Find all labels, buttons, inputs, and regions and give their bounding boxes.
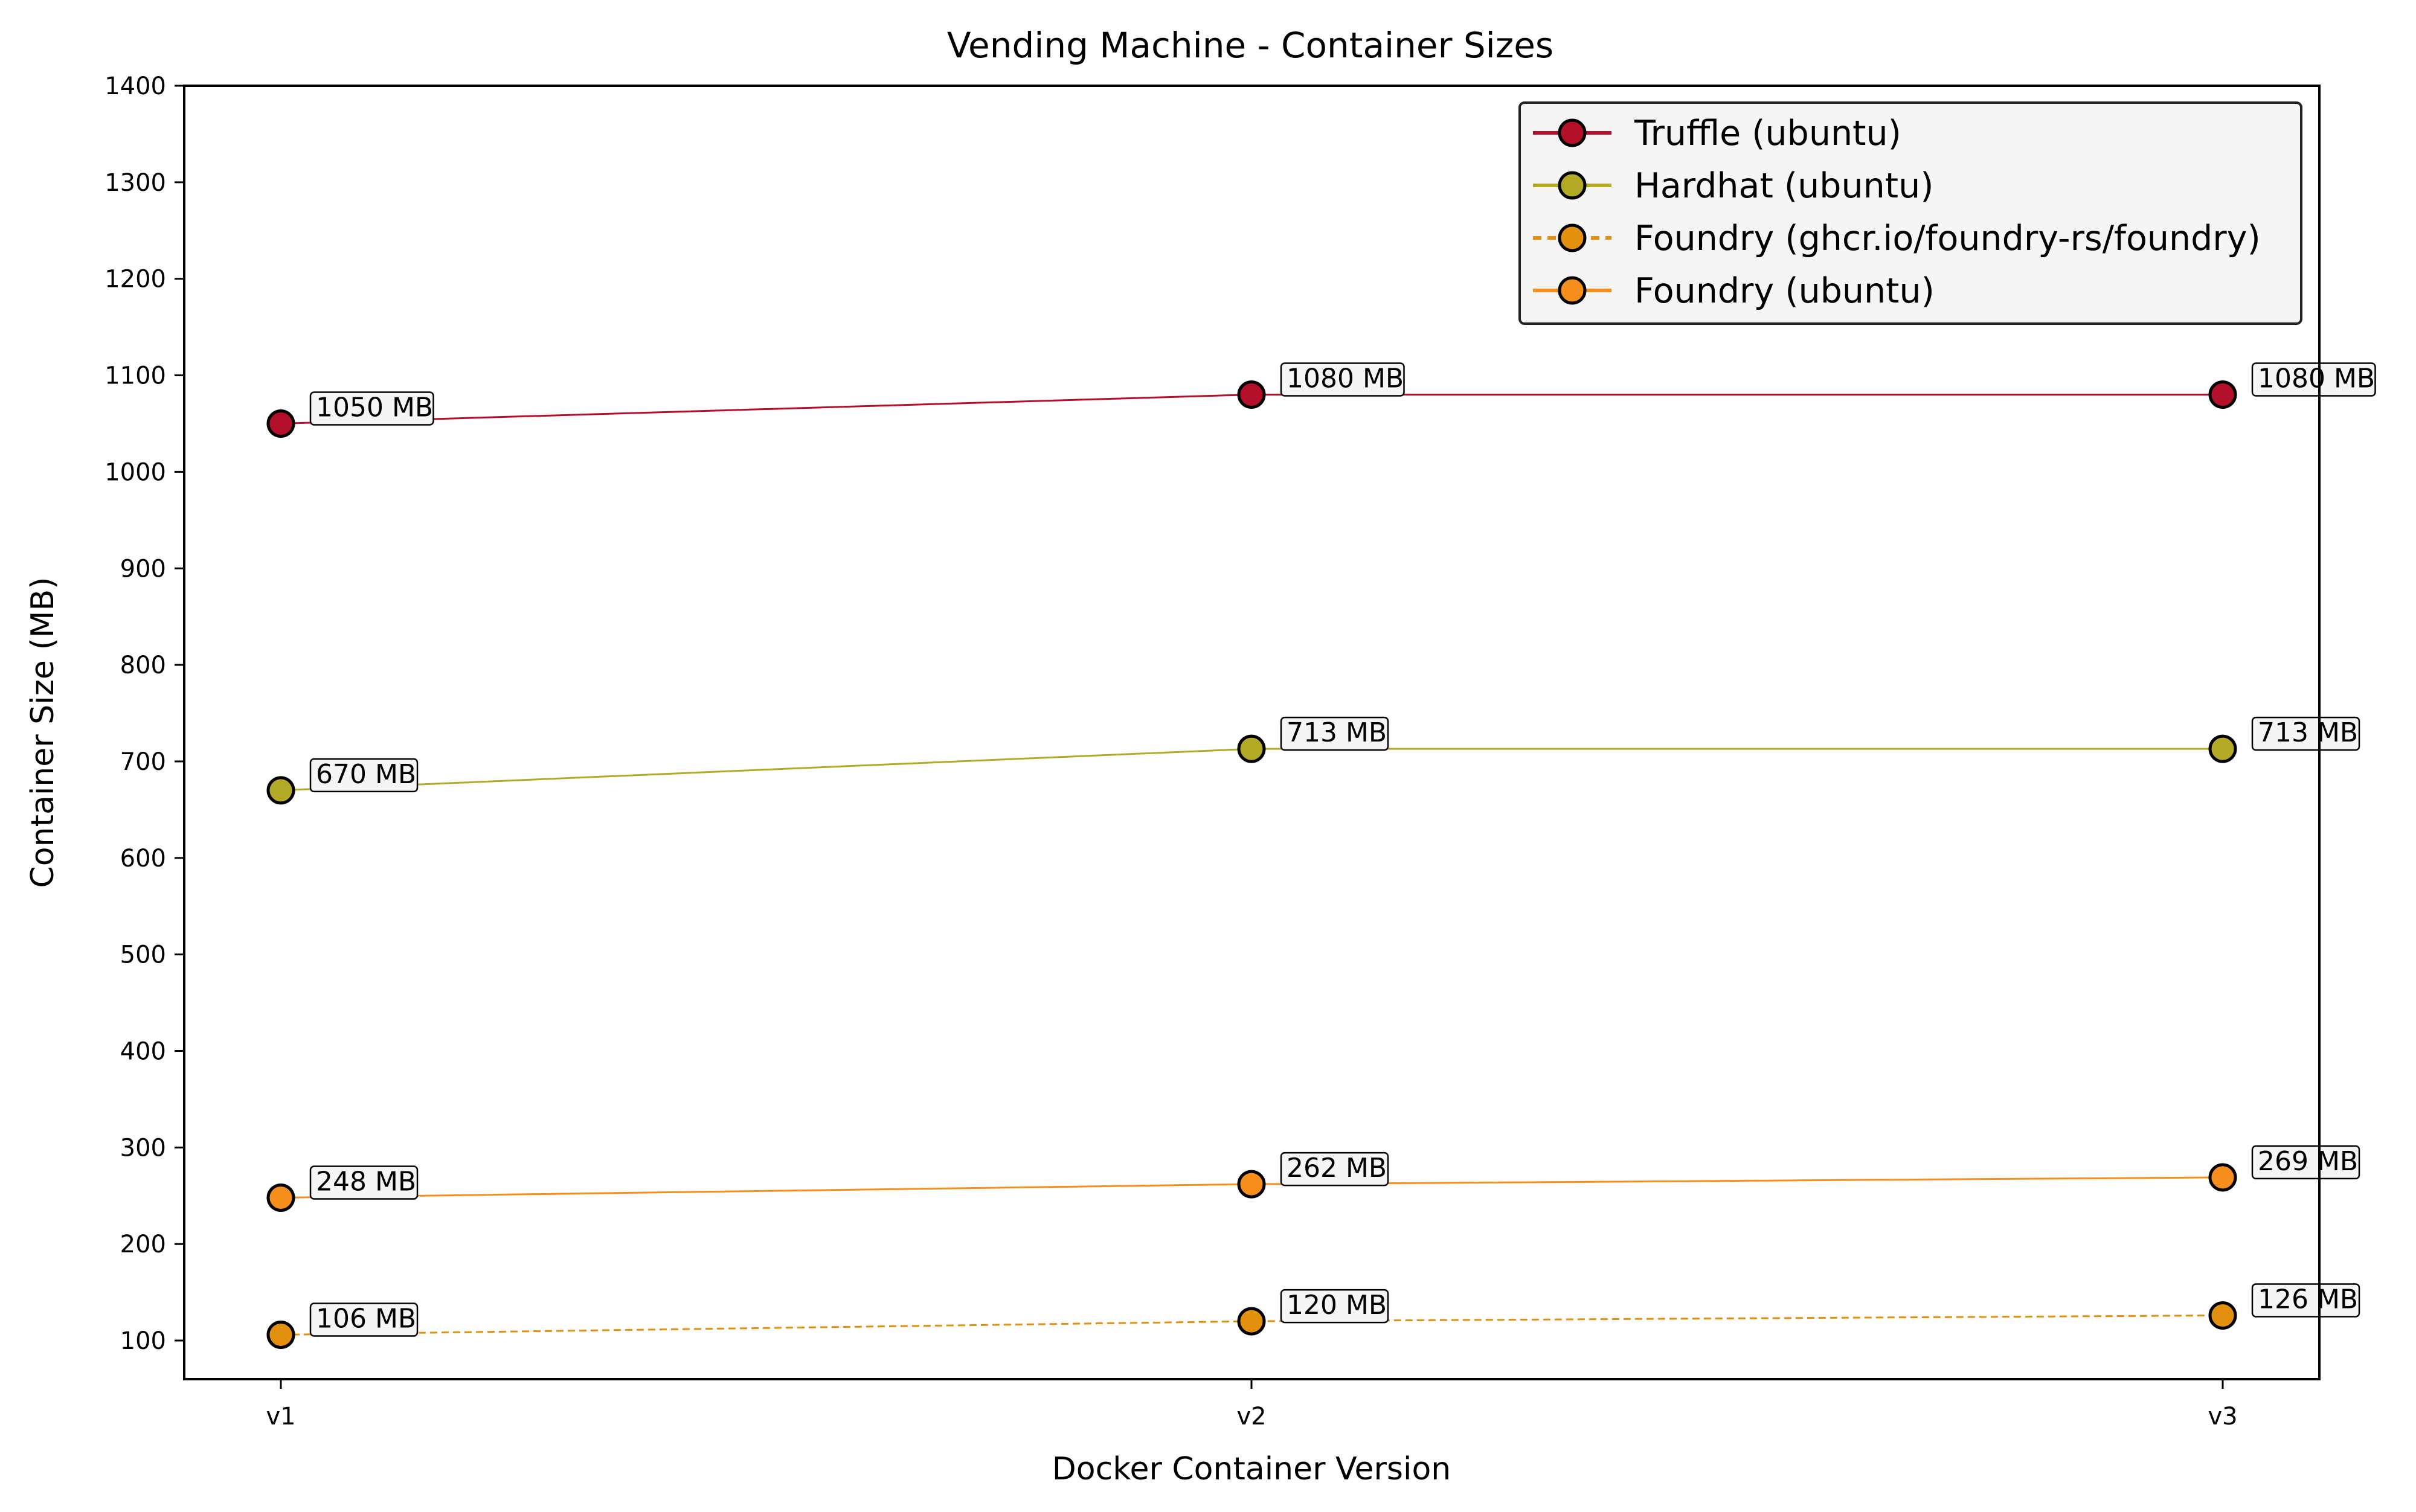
y-tick-label: 1000 [104,458,166,486]
data-label: 1080 MB [1280,362,1405,397]
legend-label: Foundry (ubuntu) [1634,271,1935,311]
data-label-box [309,758,419,793]
legend-box [1518,101,2302,325]
data-label-text: 1050 MB [316,392,433,423]
data-label-text: 106 MB [316,1303,416,1334]
data-label-text: 713 MB [1287,717,1387,748]
legend-swatch-marker [1558,171,1587,200]
data-label-text: 262 MB [1287,1153,1387,1184]
y-tick-label: 1100 [104,362,166,390]
legend-entry: Foundry (ghcr.io/foundry-rs/foundry) [1533,219,2261,258]
data-label-text: 269 MB [2258,1146,2358,1177]
data-label: 713 MB [1280,716,1389,751]
legend-label: Truffle (ubuntu) [1634,114,1901,153]
y-tick-label: 900 [120,555,166,583]
data-label-box [2251,1283,2360,1318]
data-label-text: 713 MB [2258,717,2358,748]
legend-entry: Truffle (ubuntu) [1533,114,1901,153]
data-label-box [1280,716,1389,751]
x-axis: v1 v2 v3 [266,1379,2238,1430]
data-label-box [2251,362,2376,397]
data-point [2208,1301,2237,1330]
y-tick-label: 100 [120,1327,166,1355]
data-point [2208,734,2237,763]
x-tick-label: v1 [266,1403,295,1430]
data-label-text: 248 MB [316,1166,416,1197]
y-tick-label: 200 [120,1231,166,1258]
y-tick-label: 700 [120,748,166,776]
chart-title: Vending Machine - Container Sizes [947,25,1553,66]
legend-entry: Foundry (ubuntu) [1533,271,1935,311]
data-point [1237,380,1266,409]
series: 248 MB 262 MB 269 MB [266,1145,2360,1212]
data-point [266,776,295,805]
legend-label: Hardhat (ubuntu) [1634,166,1933,206]
data-label-text: 1080 MB [1287,364,1404,394]
data-point [1237,1170,1266,1199]
data-point [2208,1163,2237,1192]
data-label: 1050 MB [309,391,434,426]
data-label-text: 670 MB [316,759,416,790]
x-tick-label: v3 [2208,1403,2237,1430]
y-tick-label: 1400 [104,72,166,100]
legend-swatch-marker [1558,118,1587,147]
y-tick-label: 1300 [104,169,166,197]
y-tick-label: 1200 [104,266,166,293]
series: 1050 MB 1080 MB 1080 MB [266,362,2376,438]
data-label: 713 MB [2251,716,2360,751]
series: 670 MB 713 MB 713 MB [266,716,2360,805]
data-label-box [1280,362,1405,397]
data-point [2208,380,2237,409]
data-point [266,1183,295,1212]
data-label-box [2251,1145,2360,1180]
data-label-box [309,391,434,426]
data-label-text: 126 MB [2258,1284,2358,1315]
y-tick-label: 500 [120,941,166,969]
data-label: 262 MB [1280,1152,1389,1187]
legend-entry: Hardhat (ubuntu) [1533,166,1933,206]
data-point [1237,1307,1266,1336]
data-point [266,409,295,438]
data-point [266,1320,295,1349]
y-axis-title: Container Size (MB) [25,577,61,888]
data-label: 106 MB [309,1302,419,1337]
data-label: 1080 MB [2251,362,2376,397]
data-label-box [309,1165,419,1200]
data-label-box [1280,1152,1389,1187]
data-point [1237,734,1266,763]
data-label: 248 MB [309,1165,419,1200]
data-label: 126 MB [2251,1283,2360,1318]
y-tick-label: 300 [120,1134,166,1162]
data-label: 120 MB [1280,1289,1389,1324]
legend-swatch-marker [1558,276,1587,305]
legend: Truffle (ubuntu) Hardhat (ubuntu) Foundry … [1518,101,2302,325]
y-tick-label: 600 [120,845,166,873]
y-tick-label: 400 [120,1038,166,1066]
data-label-box [1280,1289,1389,1324]
plot-area: 1050 MB 1080 MB 1080 MB 670 MB 713 MB 713 MB 1… [266,362,2376,1349]
data-label-text: 120 MB [1287,1290,1387,1321]
data-label: 670 MB [309,758,419,793]
y-axis: 100 200 300 400 500 600 700 800 900 1000 1100 1200 1… [104,72,184,1355]
legend-label: Foundry (ghcr.io/foundry-rs/foundry) [1634,219,2261,258]
x-tick-label: v2 [1236,1403,1266,1430]
series: 106 MB 120 MB 126 MB [266,1283,2360,1349]
data-label: 269 MB [2251,1145,2360,1180]
data-label-text: 1080 MB [2258,364,2375,394]
y-tick-label: 800 [120,652,166,679]
data-label-box [2251,716,2360,751]
x-axis-title: Docker Container Version [1052,1451,1451,1487]
legend-swatch-marker [1558,223,1587,252]
data-label-box [309,1302,419,1337]
